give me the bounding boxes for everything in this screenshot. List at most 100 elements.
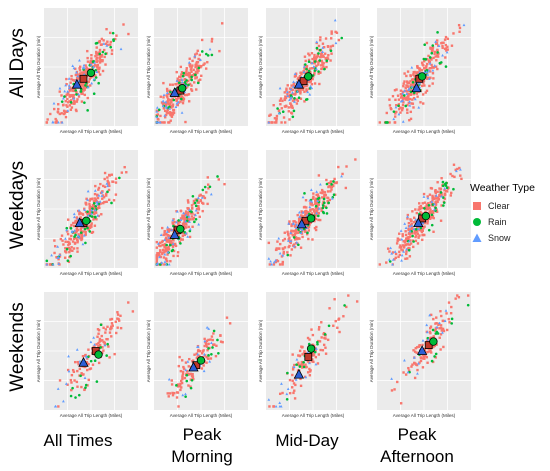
clear-point — [176, 103, 179, 107]
clear-point — [303, 350, 306, 353]
clear-point — [169, 235, 172, 239]
clear-point — [295, 98, 299, 101]
clear-point — [186, 199, 190, 202]
x-axis-label: Average All Trip Length (Miles) — [393, 129, 456, 134]
clear-point — [158, 250, 162, 254]
clear-point — [55, 121, 59, 124]
square-icon — [473, 202, 481, 210]
rain-point — [332, 193, 336, 197]
clear-point — [181, 216, 184, 219]
rain-point — [98, 52, 102, 56]
snow-point — [89, 340, 93, 344]
clear-point — [405, 74, 408, 78]
clear-point — [169, 114, 173, 117]
clear-point — [317, 61, 320, 64]
clear-point — [334, 319, 337, 323]
snow-point — [334, 41, 338, 45]
rain-point — [84, 84, 87, 87]
clear-point — [395, 104, 398, 107]
snow-point — [197, 222, 201, 226]
clear-point — [100, 53, 104, 57]
clear-point — [171, 113, 175, 116]
clear-point — [436, 190, 439, 193]
clear-point — [187, 93, 191, 96]
snow-point — [281, 253, 285, 257]
clear-point — [303, 375, 307, 379]
clear-point — [418, 69, 422, 72]
clear-point — [104, 63, 107, 66]
clear-point — [399, 96, 403, 99]
clear-point — [104, 331, 107, 334]
snow-point — [163, 238, 167, 241]
rain-point — [302, 365, 306, 369]
clear-point — [327, 181, 331, 185]
snow-point — [390, 377, 394, 380]
clear-point — [78, 67, 81, 70]
clear-point — [401, 90, 405, 93]
rain-point — [94, 68, 97, 72]
snow-point — [86, 198, 89, 201]
rain-point — [86, 226, 89, 230]
clear-point — [399, 402, 403, 405]
clear-point — [182, 225, 186, 228]
snow-point — [304, 375, 308, 379]
snow-point — [292, 80, 295, 83]
clear-point — [293, 363, 296, 367]
clear-point — [173, 224, 177, 228]
clear-point — [294, 383, 297, 387]
snow-point — [308, 205, 312, 209]
clear-point — [188, 65, 192, 68]
clear-point — [197, 205, 200, 208]
clear-point — [75, 226, 79, 230]
clear-point — [182, 221, 186, 225]
clear-point — [157, 252, 161, 255]
snow-point — [315, 67, 318, 71]
clear-point — [188, 63, 191, 67]
clear-point — [71, 249, 74, 252]
clear-point — [305, 365, 308, 369]
clear-point — [86, 96, 89, 100]
clear-point — [80, 100, 84, 103]
clear-point — [422, 192, 426, 196]
clear-point — [79, 229, 83, 232]
clear-point — [114, 37, 117, 41]
clear-point — [329, 181, 332, 184]
clear-point — [388, 250, 391, 253]
clear-point — [87, 80, 91, 83]
rain-point — [104, 52, 107, 56]
clear-point — [175, 396, 179, 399]
clear-point — [320, 55, 323, 58]
clear-point — [64, 240, 67, 243]
rain-point — [404, 104, 408, 108]
clear-point — [292, 382, 296, 385]
rain-point — [196, 81, 200, 85]
clear-point — [186, 206, 189, 210]
clear-point — [426, 220, 429, 223]
rain-point — [318, 59, 322, 62]
clear-point — [319, 38, 322, 42]
rain-point — [90, 215, 94, 218]
rain-point — [194, 204, 198, 208]
clear-point — [58, 255, 62, 258]
clear-point — [76, 247, 79, 250]
clear-point — [201, 209, 204, 213]
clear-point — [108, 31, 112, 35]
rain-point — [276, 107, 279, 110]
clear-point — [202, 364, 205, 367]
clear-point — [316, 54, 319, 57]
clear-point — [155, 246, 159, 249]
clear-point — [107, 183, 110, 186]
clear-point — [404, 239, 407, 243]
clear-point — [406, 98, 409, 101]
clear-point — [62, 109, 66, 113]
clear-point — [167, 239, 170, 242]
snow-point — [407, 87, 411, 90]
clear-point — [57, 405, 60, 408]
clear-point — [101, 69, 105, 73]
rain-point — [75, 93, 78, 96]
clear-point — [104, 194, 108, 197]
clear-point — [198, 349, 202, 353]
clear-point — [190, 89, 194, 92]
clear-point — [279, 103, 282, 106]
clear-point — [83, 388, 86, 392]
